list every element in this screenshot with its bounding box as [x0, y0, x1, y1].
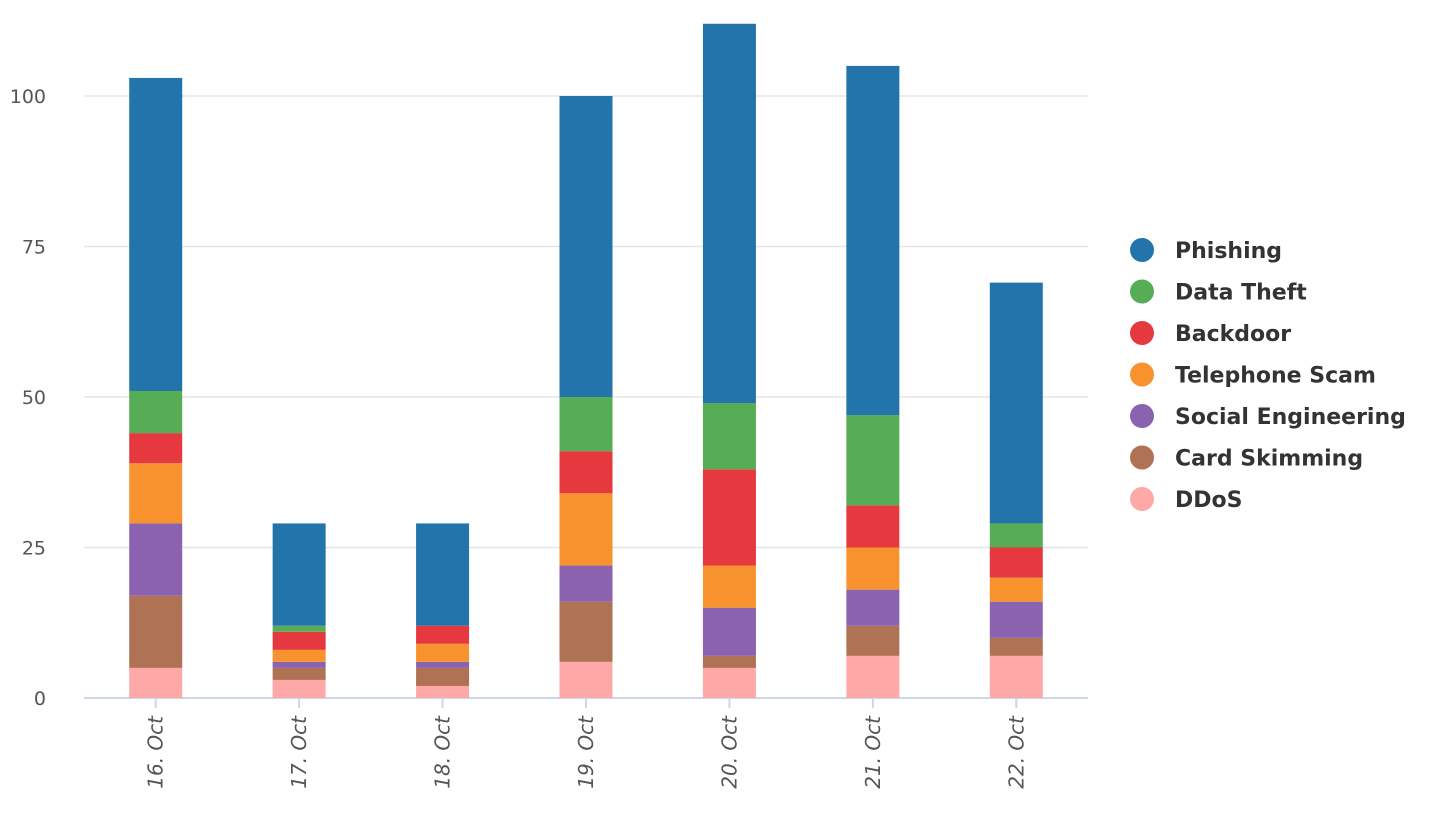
bar-segment[interactable]	[846, 505, 900, 548]
legend-label: Social Engineering	[1175, 405, 1406, 430]
legend-marker	[1130, 362, 1154, 387]
y-tick-label: 100	[10, 86, 46, 108]
y-tick-label: 0	[34, 688, 46, 710]
bar-segment[interactable]	[846, 415, 900, 506]
x-tick-label: 16. Oct	[144, 715, 168, 789]
bar-segment[interactable]	[272, 661, 326, 668]
bar-segment[interactable]	[702, 23, 756, 404]
bar-segment[interactable]	[559, 451, 613, 494]
legend-item[interactable]: Backdoor	[1130, 321, 1291, 347]
x-tick-label: 21. Oct	[861, 715, 885, 789]
bar-segment[interactable]	[416, 523, 470, 626]
legend-marker	[1130, 279, 1154, 304]
bar-segment[interactable]	[989, 655, 1043, 698]
bar-segment[interactable]	[272, 631, 326, 650]
legend-label: Telephone Scam	[1175, 364, 1376, 389]
legend-label: DDoS	[1175, 488, 1242, 513]
bar-segment[interactable]	[129, 667, 183, 698]
bar-segment[interactable]	[702, 607, 756, 656]
legend: Phishing Data Theft Backdoor Telephone Scam…	[1130, 238, 1406, 513]
bar-segment[interactable]	[129, 463, 183, 524]
bar-segment[interactable]	[129, 523, 183, 596]
bar-segment[interactable]	[272, 679, 326, 698]
legend-item[interactable]: Social Engineering	[1130, 404, 1406, 430]
bar-segment[interactable]	[272, 649, 326, 662]
legend-label: Phishing	[1175, 239, 1282, 264]
bar-segment[interactable]	[129, 595, 183, 668]
bar-segment[interactable]	[559, 661, 613, 698]
bar-segment[interactable]	[416, 625, 470, 644]
legend-marker	[1130, 404, 1154, 428]
bar-segment[interactable]	[702, 403, 756, 470]
bar-segment[interactable]	[702, 655, 756, 668]
bar-segment[interactable]	[416, 685, 470, 698]
bar-segment[interactable]	[559, 493, 613, 566]
bar-segment[interactable]	[272, 667, 326, 680]
legend-label: Card Skimming	[1175, 447, 1363, 472]
bar-segment[interactable]	[702, 469, 756, 566]
legend-item[interactable]: Telephone Scam	[1130, 362, 1376, 389]
bar-segment[interactable]	[272, 625, 326, 632]
bar-segment[interactable]	[416, 661, 470, 668]
bars	[129, 23, 1043, 698]
bar-segment[interactable]	[989, 577, 1043, 602]
legend-marker	[1130, 445, 1154, 470]
bar-segment[interactable]	[846, 625, 900, 656]
legend-label: Data Theft	[1175, 281, 1307, 306]
x-axis: 16. Oct 17. Oct 18. Oct 19. Oct 20. Oct 21. O…	[144, 698, 1028, 789]
bar-segment[interactable]	[989, 637, 1043, 656]
legend-item[interactable]: DDoS	[1130, 487, 1242, 513]
bar-segment[interactable]	[989, 547, 1043, 578]
bar-segment[interactable]	[416, 667, 470, 686]
y-tick-label: 75	[22, 237, 46, 259]
legend-item[interactable]: Data Theft	[1130, 279, 1307, 306]
x-tick-label: 17. Oct	[287, 715, 311, 789]
bar-segment[interactable]	[989, 282, 1043, 524]
legend-marker	[1130, 487, 1154, 511]
bar-segment[interactable]	[846, 547, 900, 590]
bar-segment[interactable]	[846, 589, 900, 626]
legend-marker	[1130, 321, 1154, 345]
y-tick-label: 25	[22, 538, 46, 560]
bar-segment[interactable]	[129, 77, 183, 391]
bar-segment[interactable]	[559, 601, 613, 662]
legend-item[interactable]: Card Skimming	[1130, 445, 1363, 472]
x-tick-label: 20. Oct	[717, 715, 741, 789]
bar-segment[interactable]	[702, 565, 756, 608]
bar-segment[interactable]	[129, 390, 183, 434]
bar-segment[interactable]	[416, 643, 470, 662]
bar-segment[interactable]	[559, 96, 613, 397]
legend-item[interactable]: Phishing	[1130, 238, 1282, 264]
bar-segment[interactable]	[559, 565, 613, 602]
bar-segment[interactable]	[846, 655, 900, 698]
x-tick-label: 19. Oct	[574, 715, 598, 789]
bar-segment[interactable]	[989, 523, 1043, 548]
x-tick-label: 18. Oct	[431, 715, 455, 789]
bar-segment[interactable]	[846, 65, 900, 416]
legend-label: Backdoor	[1175, 322, 1291, 347]
bar-segment[interactable]	[272, 523, 326, 626]
legend-marker	[1130, 238, 1154, 262]
bar-segment[interactable]	[129, 433, 183, 464]
x-tick-label: 22. Oct	[1004, 715, 1028, 789]
bar-segment[interactable]	[559, 397, 613, 452]
bar-segment[interactable]	[989, 601, 1043, 638]
bar-segment[interactable]	[702, 667, 756, 698]
y-tick-label: 50	[22, 387, 46, 409]
